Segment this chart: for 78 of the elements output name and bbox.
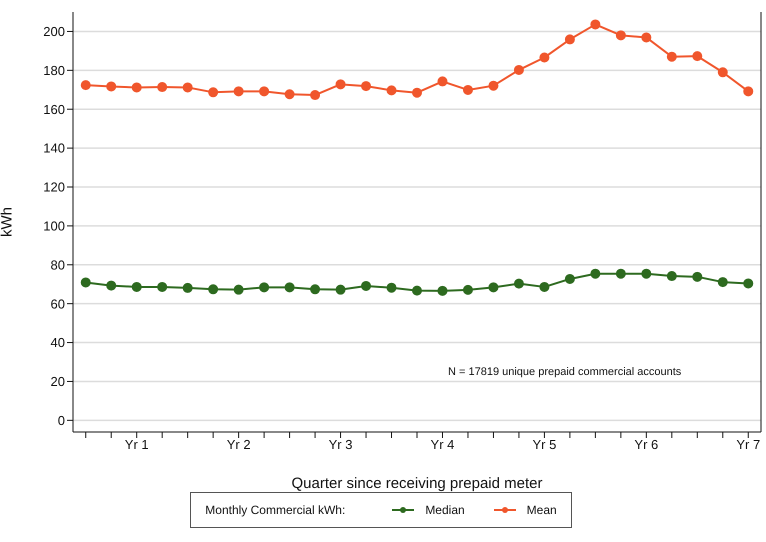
point xyxy=(564,34,575,44)
point xyxy=(488,282,498,292)
point xyxy=(182,282,193,293)
point xyxy=(284,282,295,292)
point xyxy=(132,82,142,92)
y-tick-label: 200 xyxy=(43,24,65,40)
y-tick-label: 180 xyxy=(43,62,65,78)
point xyxy=(641,32,652,42)
x-tick-label: Yr 2 xyxy=(226,437,251,452)
y-tick-label: 80 xyxy=(50,257,65,272)
point xyxy=(743,86,754,96)
legend-label: Median xyxy=(425,503,465,517)
y-tick-label: 60 xyxy=(50,296,65,312)
y-tick-label: 120 xyxy=(43,180,65,195)
point xyxy=(361,280,372,291)
point xyxy=(386,85,397,96)
point xyxy=(412,286,422,296)
x-tick-label: Yr 3 xyxy=(328,437,352,452)
point xyxy=(182,82,193,92)
point xyxy=(666,52,677,62)
point xyxy=(692,272,702,282)
x-tick-label: Yr 1 xyxy=(124,437,149,452)
point xyxy=(106,280,116,291)
legend-label: Mean xyxy=(526,503,557,517)
y-axis-title: kWh xyxy=(0,207,16,237)
point xyxy=(718,67,728,78)
point xyxy=(514,64,524,75)
point xyxy=(590,19,600,30)
point xyxy=(514,278,524,289)
y-tick-label: 20 xyxy=(50,374,65,390)
point xyxy=(361,81,372,92)
point xyxy=(437,76,448,86)
point xyxy=(539,52,550,62)
point xyxy=(590,268,600,279)
x-tick-label: Yr 6 xyxy=(634,437,658,452)
x-tick-label: Yr 4 xyxy=(430,437,454,452)
point xyxy=(259,86,270,96)
point xyxy=(692,51,702,62)
point xyxy=(488,80,498,91)
point xyxy=(666,271,677,282)
point xyxy=(641,268,652,279)
point xyxy=(208,87,218,98)
legend-title: Monthly Commercial kWh: xyxy=(205,503,346,517)
point xyxy=(310,90,320,100)
point xyxy=(157,82,168,92)
point xyxy=(437,286,448,296)
point xyxy=(284,89,295,100)
x-axis-title: Quarter since receiving prepaid meter xyxy=(292,475,542,492)
point xyxy=(336,284,346,295)
point xyxy=(310,284,320,294)
point xyxy=(132,282,142,292)
y-tick-label: 40 xyxy=(50,335,65,350)
point xyxy=(80,80,91,90)
x-tick-label: Yr 7 xyxy=(736,437,760,452)
point xyxy=(336,79,346,90)
point xyxy=(564,274,575,284)
point xyxy=(616,268,626,279)
point xyxy=(462,84,473,95)
point xyxy=(234,284,244,295)
point xyxy=(718,277,728,288)
point xyxy=(157,282,168,292)
point xyxy=(234,86,244,96)
point xyxy=(462,284,473,295)
y-tick-label: 100 xyxy=(43,218,65,234)
point xyxy=(616,30,626,40)
y-tick-label: 140 xyxy=(43,140,65,156)
point xyxy=(208,284,218,294)
point xyxy=(412,88,422,98)
annotation: N = 17819 unique prepaid commercial accounts xyxy=(448,366,682,378)
y-tick-label: 160 xyxy=(43,102,65,117)
point xyxy=(106,81,116,92)
y-tick-label: 0 xyxy=(58,412,65,428)
point xyxy=(539,282,550,292)
x-tick-label: Yr 5 xyxy=(532,437,556,452)
point xyxy=(80,277,91,288)
point xyxy=(386,282,397,293)
point xyxy=(743,278,754,288)
point xyxy=(259,282,270,292)
